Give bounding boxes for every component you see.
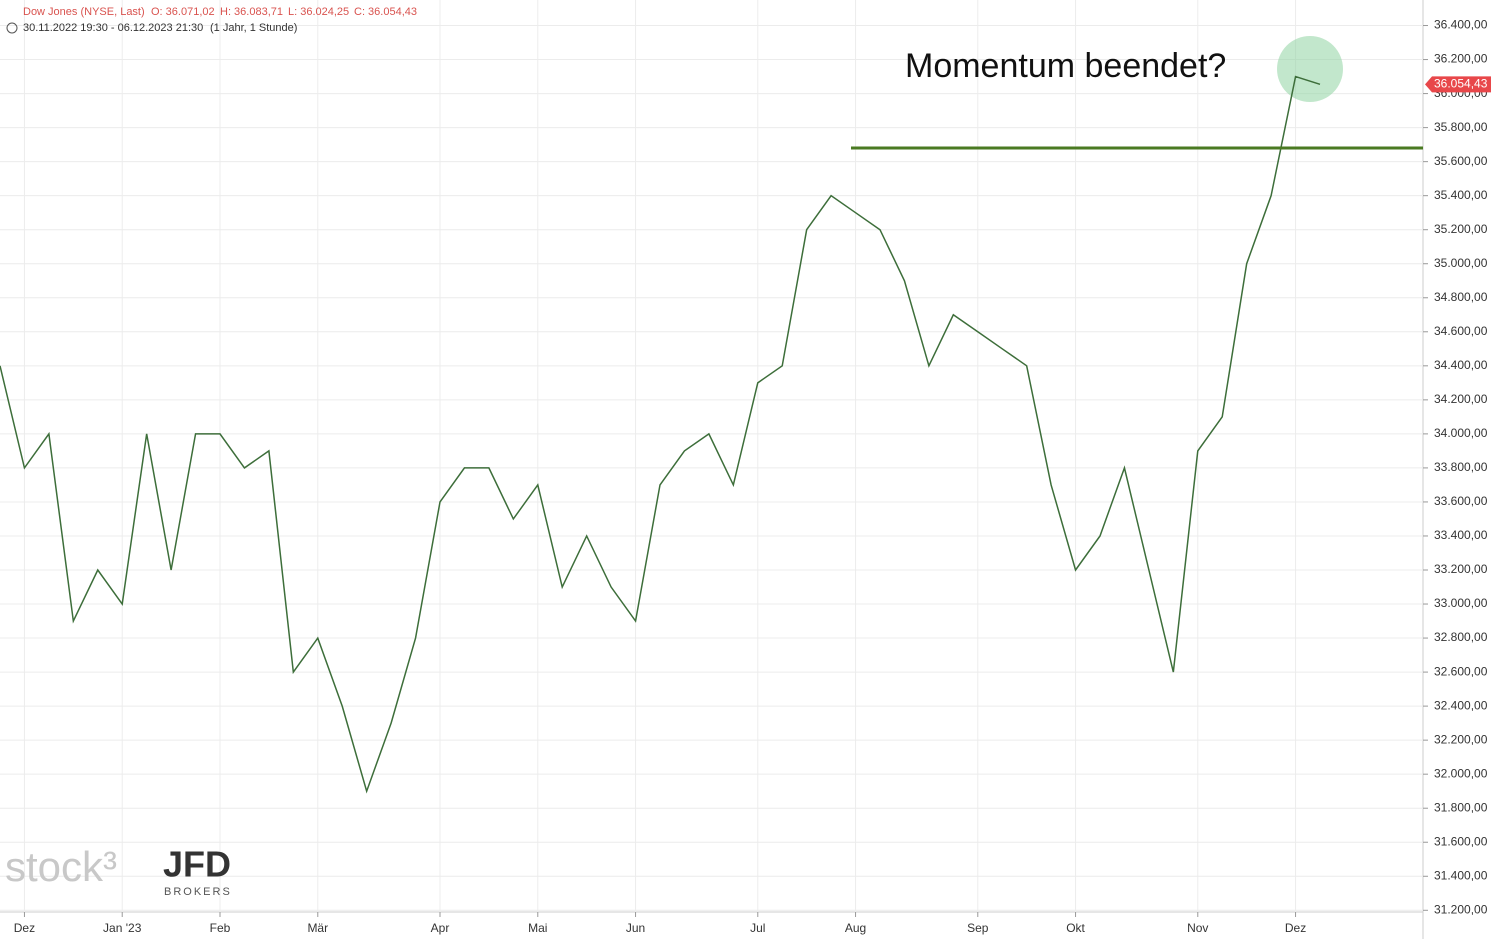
y-tick-label: 32.000,00 bbox=[1434, 766, 1488, 780]
x-tick-label: Mär bbox=[307, 921, 328, 935]
y-tick-label: 35.000,00 bbox=[1434, 256, 1488, 270]
x-tick-label: Apr bbox=[431, 921, 450, 935]
y-tick-label: 31.800,00 bbox=[1434, 800, 1488, 814]
y-tick-label: 33.200,00 bbox=[1434, 562, 1488, 576]
y-tick-label: 32.800,00 bbox=[1434, 630, 1488, 644]
x-tick-label: Aug bbox=[845, 921, 866, 935]
y-tick-label: 36.200,00 bbox=[1434, 52, 1488, 66]
x-tick-label: Jun bbox=[626, 921, 645, 935]
x-tick-label: Nov bbox=[1187, 921, 1208, 935]
x-tick-label: Jan '23 bbox=[103, 921, 142, 935]
x-tick-label: Mai bbox=[528, 921, 547, 935]
y-tick-label: 32.400,00 bbox=[1434, 698, 1488, 712]
x-tick-label: Sep bbox=[967, 921, 989, 935]
low: L: 36.024,25 bbox=[288, 6, 349, 18]
watermark-brand: stock³ bbox=[5, 843, 117, 890]
x-tick-label: Dez bbox=[1285, 921, 1306, 935]
close: C: 36.054,43 bbox=[354, 6, 417, 18]
price-line bbox=[0, 75, 1321, 794]
watermark-broker-sub: BROKERS bbox=[164, 886, 232, 898]
instrument: Dow Jones (NYSE, Last) bbox=[23, 6, 145, 18]
y-tick-label: 34.600,00 bbox=[1434, 324, 1488, 338]
y-tick-label: 35.600,00 bbox=[1434, 154, 1488, 168]
y-tick-label: 35.800,00 bbox=[1434, 120, 1488, 134]
x-tick-label: Dez bbox=[14, 921, 35, 935]
interval: (1 Jahr, 1 Stunde) bbox=[210, 22, 297, 34]
y-tick-label: 32.600,00 bbox=[1434, 664, 1488, 678]
y-tick-label: 33.600,00 bbox=[1434, 494, 1488, 508]
y-tick-label: 34.000,00 bbox=[1434, 426, 1488, 440]
clock-icon bbox=[6, 22, 18, 34]
y-tick-label: 33.400,00 bbox=[1434, 528, 1488, 542]
last-price-tag bbox=[1425, 76, 1491, 93]
y-tick-label: 35.400,00 bbox=[1434, 188, 1488, 202]
y-tick-label: 34.400,00 bbox=[1434, 358, 1488, 372]
header: Dow Jones (NYSE, Last) O: 36.071,02 H: 3… bbox=[6, 6, 417, 34]
y-tick-label: 33.800,00 bbox=[1434, 460, 1488, 474]
highlight-circle bbox=[1277, 36, 1343, 102]
annotation: Momentum beendet? bbox=[905, 47, 1226, 85]
open: O: 36.071,02 bbox=[151, 6, 215, 18]
y-tick-label: 35.200,00 bbox=[1434, 222, 1488, 236]
y-tick-label: 33.000,00 bbox=[1434, 596, 1488, 610]
y-tick-label: 34.200,00 bbox=[1434, 392, 1488, 406]
y-tick-label: 34.800,00 bbox=[1434, 290, 1488, 304]
x-tick-label: Feb bbox=[210, 921, 231, 935]
y-tick-label: 36.400,00 bbox=[1434, 18, 1488, 32]
x-tick-label: Jul bbox=[750, 921, 765, 935]
y-tick-label: 31.200,00 bbox=[1434, 902, 1488, 916]
x-tick-label: Okt bbox=[1066, 921, 1085, 935]
watermark-broker: JFD bbox=[163, 844, 231, 885]
y-tick-label: 31.600,00 bbox=[1434, 834, 1488, 848]
y-tick-label: 31.400,00 bbox=[1434, 868, 1488, 882]
y-tick-label: 32.200,00 bbox=[1434, 732, 1488, 746]
last-price-label: 36.054,43 bbox=[1434, 76, 1488, 90]
high: H: 36.083,71 bbox=[220, 6, 283, 18]
range: 30.11.2022 19:30 - 06.12.2023 21:30 bbox=[23, 22, 203, 34]
